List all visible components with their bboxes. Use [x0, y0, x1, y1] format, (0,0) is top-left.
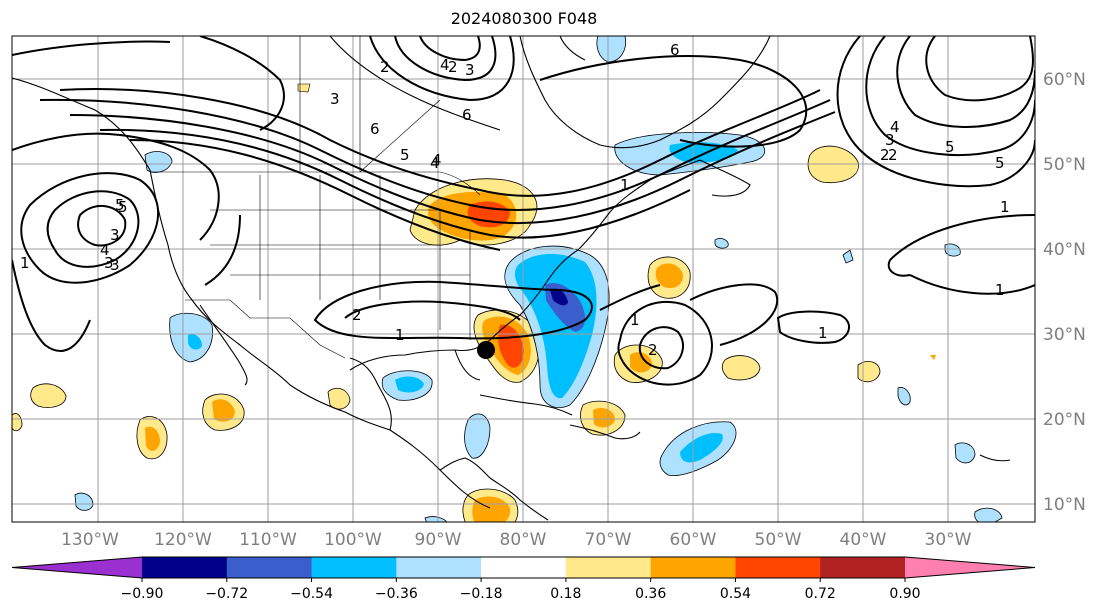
svg-text:6: 6: [462, 106, 472, 124]
svg-text:80°W: 80°W: [500, 530, 547, 550]
svg-text:1: 1: [995, 281, 1005, 299]
latitude-labels: 60°N 50°N 40°N 30°N 20°N 10°N: [1043, 70, 1086, 515]
colorbar-segment: [142, 557, 228, 578]
svg-text:5: 5: [945, 138, 955, 156]
svg-text:40°W: 40°W: [840, 530, 887, 550]
svg-text:4: 4: [890, 118, 900, 136]
svg-text:130°W: 130°W: [61, 530, 119, 550]
colorbar-segment: [565, 557, 652, 578]
svg-text:1: 1: [20, 254, 30, 272]
colorbar-tick-label: 0.36: [635, 586, 666, 602]
svg-text:1: 1: [818, 324, 828, 342]
colorbar-segment: [226, 557, 313, 578]
svg-text:110°W: 110°W: [239, 530, 297, 550]
svg-text:100°W: 100°W: [324, 530, 382, 550]
colorbar-tick-label: −0.18: [460, 586, 503, 602]
svg-text:3: 3: [465, 61, 475, 79]
svg-text:1: 1: [395, 326, 405, 344]
colorbar-tick-label: −0.36: [375, 586, 418, 602]
svg-text:3: 3: [110, 226, 120, 244]
svg-text:3: 3: [885, 131, 895, 149]
svg-text:50°W: 50°W: [755, 530, 802, 550]
svg-text:5: 5: [118, 198, 128, 216]
colorbar-extend-low: [12, 557, 142, 578]
svg-text:2: 2: [448, 58, 458, 76]
svg-text:40°N: 40°N: [1043, 240, 1086, 260]
svg-text:5: 5: [400, 146, 410, 164]
svg-text:6: 6: [670, 41, 680, 59]
colorbar-extend-high: [905, 557, 1035, 578]
svg-text:3: 3: [330, 90, 340, 108]
svg-text:20°N: 20°N: [1043, 410, 1086, 430]
svg-text:60°N: 60°N: [1043, 70, 1086, 90]
svg-text:60°W: 60°W: [670, 530, 717, 550]
map-title: 2024080300 F048: [450, 9, 598, 28]
svg-text:5: 5: [115, 196, 125, 214]
colorbar-tick-label: 0.54: [720, 586, 751, 602]
storm-center-marker: [477, 341, 495, 359]
svg-text:2: 2: [648, 341, 658, 359]
svg-text:4: 4: [432, 151, 442, 169]
colorbar-tick-label: 0.90: [889, 586, 920, 602]
svg-text:1: 1: [630, 311, 640, 329]
colorbar: −0.90 −0.72 −0.54 −0.36 −0.18 0.18 0.36 0.54 0.7…: [11, 556, 1036, 602]
colorbar-segment: [481, 557, 567, 578]
svg-text:70°W: 70°W: [585, 530, 632, 550]
colorbar-segment: [735, 557, 821, 578]
svg-text:30°N: 30°N: [1043, 325, 1086, 345]
colorbar-segment: [311, 557, 397, 578]
colorbar-segment: [396, 557, 482, 578]
svg-text:4: 4: [100, 241, 110, 259]
svg-text:2: 2: [880, 146, 890, 164]
colorbar-tick-label: 0.72: [805, 586, 836, 602]
svg-text:3: 3: [110, 256, 120, 274]
svg-text:90°W: 90°W: [415, 530, 462, 550]
svg-text:5: 5: [995, 154, 1005, 172]
svg-text:50°N: 50°N: [1043, 155, 1086, 175]
colorbar-segment: [820, 557, 906, 578]
height-contours: [12, 36, 1035, 386]
map-border: [11, 35, 1036, 523]
colorbar-segment: [650, 557, 736, 578]
colorbar-tick-label: −0.72: [205, 586, 248, 602]
graticule: [12, 36, 1035, 522]
svg-text:3: 3: [104, 254, 114, 272]
contour-labels: 6 5 4 3 2 1 1 2 3 4 5 6 5 4 3 2 1 1 2 3 …: [20, 41, 1010, 359]
svg-text:10°N: 10°N: [1043, 495, 1086, 515]
svg-text:4: 4: [440, 56, 450, 74]
longitude-labels: 130°W 120°W 110°W 100°W 90°W 80°W 70°W 6…: [61, 530, 972, 550]
svg-text:4: 4: [430, 154, 440, 172]
svg-text:2: 2: [352, 306, 362, 324]
svg-text:120°W: 120°W: [154, 530, 212, 550]
svg-text:1: 1: [1000, 198, 1010, 216]
colorbar-tick-label: −0.90: [121, 586, 164, 602]
svg-text:1: 1: [620, 176, 630, 194]
svg-text:30°W: 30°W: [925, 530, 972, 550]
svg-text:6: 6: [370, 120, 380, 138]
svg-text:2: 2: [380, 58, 390, 76]
colorbar-tick-label: 0.18: [550, 586, 581, 602]
svg-text:2: 2: [888, 146, 898, 164]
colorbar-tick-label: −0.54: [290, 586, 333, 602]
